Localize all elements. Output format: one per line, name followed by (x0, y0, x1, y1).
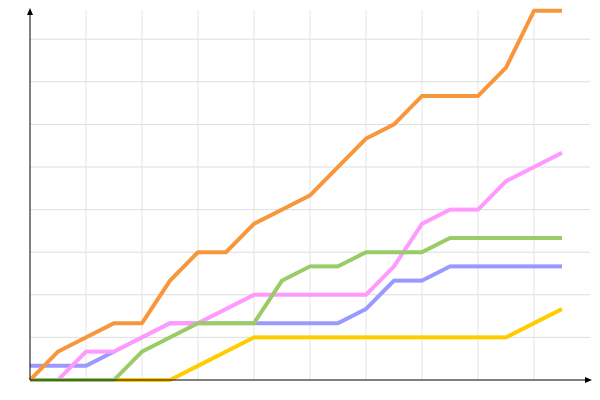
series-line (30, 307, 563, 382)
x-axis-arrow (585, 377, 592, 383)
series-line (30, 151, 563, 382)
series-line (30, 236, 562, 382)
y-axis-arrow (27, 8, 33, 15)
series-line (28, 8, 562, 382)
plot-area (28, 8, 563, 382)
